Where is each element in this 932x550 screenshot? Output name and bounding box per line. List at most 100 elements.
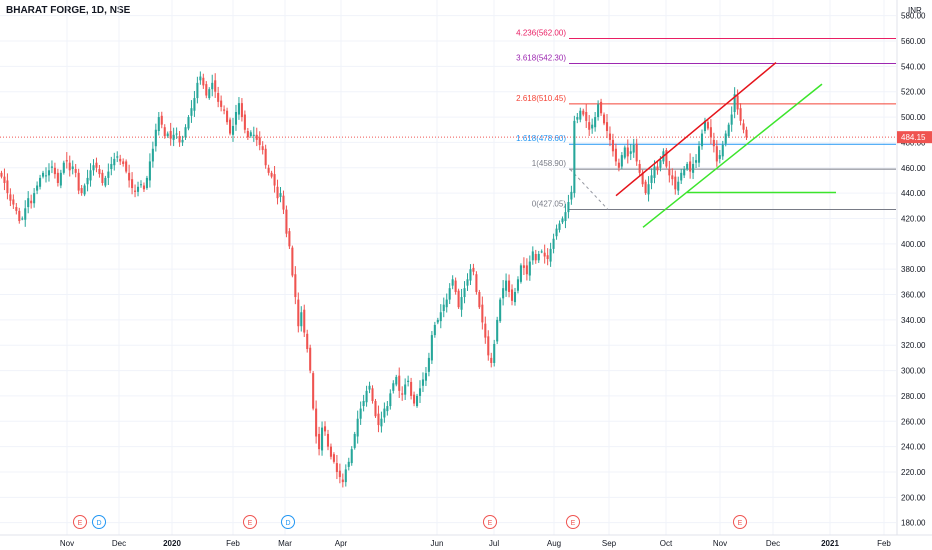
- candle-body: [321, 427, 324, 451]
- candle: [285, 205, 288, 238]
- candle-body: [335, 463, 338, 472]
- candle: [692, 156, 695, 180]
- candle-body: [21, 218, 24, 220]
- candle-body: [525, 265, 528, 275]
- candle-body: [472, 267, 475, 272]
- candle-body: [341, 479, 344, 483]
- candle: [377, 405, 380, 433]
- candle: [243, 110, 246, 134]
- candle: [36, 181, 39, 195]
- candle-body: [36, 185, 39, 191]
- candle: [585, 103, 588, 128]
- candle: [71, 160, 74, 175]
- candle: [6, 173, 9, 200]
- candle-body: [721, 144, 724, 157]
- fib-label: 4.236(562.00): [516, 28, 566, 37]
- candle-body: [528, 261, 531, 276]
- candle: [104, 175, 107, 188]
- candle: [709, 119, 712, 145]
- candle: [229, 117, 232, 136]
- earnings-event-icon[interactable]: E: [733, 515, 747, 529]
- candle: [74, 163, 77, 178]
- candle-body: [460, 297, 463, 310]
- candle: [436, 317, 439, 325]
- candle: [172, 127, 175, 147]
- earnings-event-icon[interactable]: E: [483, 515, 497, 529]
- candle: [190, 100, 193, 123]
- candle: [341, 473, 344, 488]
- candle: [383, 402, 386, 423]
- candle-body: [549, 248, 552, 262]
- candle: [42, 170, 45, 179]
- candle-body: [653, 166, 656, 178]
- event-circle: [483, 515, 497, 529]
- candle-body: [656, 166, 659, 171]
- candle-body: [392, 383, 395, 391]
- candle: [125, 159, 128, 174]
- candle: [21, 216, 24, 221]
- candle-body: [119, 158, 122, 162]
- event-label: E: [738, 520, 743, 527]
- candle-body: [110, 163, 113, 170]
- candle-body: [240, 103, 243, 118]
- candle: [674, 170, 677, 195]
- candle-body: [579, 110, 582, 120]
- candle: [466, 273, 469, 291]
- candle-body: [95, 162, 98, 168]
- candle-body: [288, 231, 291, 247]
- candle: [472, 263, 475, 276]
- dividend-event-icon[interactable]: D: [281, 515, 295, 529]
- candle: [24, 200, 27, 227]
- candle: [267, 164, 270, 176]
- candle-body: [323, 426, 327, 432]
- earnings-event-icon[interactable]: E: [566, 515, 580, 529]
- candle: [62, 160, 65, 175]
- candle: [131, 172, 134, 195]
- candle-body: [190, 108, 193, 116]
- candle-body: [24, 208, 27, 220]
- candle: [617, 158, 620, 172]
- candle-body: [326, 433, 330, 447]
- candle-body: [252, 134, 255, 136]
- candle-body: [231, 125, 235, 135]
- candle: [386, 400, 389, 416]
- candle-body: [202, 77, 205, 86]
- candle: [407, 375, 410, 387]
- candle: [703, 117, 706, 134]
- candle-body: [700, 133, 704, 147]
- candle-body: [380, 418, 383, 427]
- candle: [416, 393, 419, 408]
- earnings-event-icon[interactable]: E: [73, 515, 87, 529]
- candle-body: [635, 143, 638, 162]
- candle-body: [674, 176, 677, 190]
- candle-body: [181, 139, 184, 143]
- candle-body: [68, 162, 71, 171]
- interval-label: 1D: [91, 5, 105, 16]
- candle: [614, 143, 617, 166]
- candle-body: [196, 82, 199, 99]
- candle-body: [597, 104, 600, 118]
- candle-body: [605, 122, 609, 132]
- candle-body: [490, 357, 493, 363]
- candle: [157, 112, 160, 136]
- candle-body: [285, 209, 288, 234]
- candle-body: [356, 418, 359, 437]
- event-circle: [92, 515, 106, 529]
- candle-body: [641, 172, 644, 185]
- y-tick-label: 280.00: [901, 392, 926, 401]
- dividend-event-icon[interactable]: D: [92, 515, 106, 529]
- earnings-event-icon[interactable]: E: [243, 515, 257, 529]
- candle: [421, 372, 425, 392]
- candle: [463, 281, 466, 304]
- candle: [128, 164, 131, 188]
- candle-body: [398, 375, 401, 391]
- candle: [139, 180, 143, 188]
- candle-body: [44, 175, 48, 177]
- candle-body: [15, 207, 18, 211]
- candle-body: [389, 393, 392, 407]
- y-tick-label: 420.00: [901, 214, 926, 223]
- candle-body: [540, 251, 543, 253]
- candle: [484, 316, 487, 344]
- x-tick-label: Dec: [112, 539, 126, 548]
